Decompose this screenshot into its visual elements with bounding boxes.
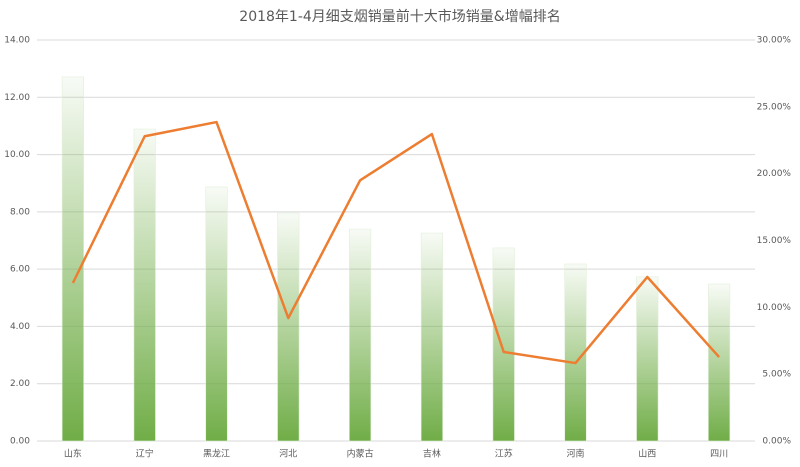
- bar: [564, 263, 587, 442]
- x-tick-label: 江苏: [495, 448, 513, 460]
- y2-tick-label: 30.00%: [757, 36, 792, 46]
- bar: [349, 228, 372, 442]
- x-tick-label: 山东: [64, 448, 82, 460]
- bar: [492, 247, 515, 442]
- y2-tick-label: 20.00%: [757, 169, 792, 179]
- chart-title: 2018年1-4月细支烟销量前十大市场销量&增幅排名: [239, 8, 560, 25]
- bar: [420, 232, 443, 442]
- y2-tick-label: 10.00%: [757, 303, 792, 313]
- y2-tick-label: 15.00%: [757, 236, 792, 246]
- y2-tick-label: 0.00%: [762, 437, 791, 447]
- x-tick-label: 四川: [710, 450, 728, 460]
- bar: [708, 283, 731, 442]
- y-tick-label: 14.00: [4, 36, 30, 46]
- y-tick-label: 0.00: [10, 437, 30, 447]
- x-tick-label: 河北: [279, 448, 297, 460]
- x-tick-label: 辽宁: [136, 448, 154, 460]
- x-tick-label: 内蒙古: [347, 448, 374, 460]
- y2-tick-label: 25.00%: [757, 102, 792, 112]
- bar: [205, 186, 228, 442]
- x-tick-label: 黑龙江: [203, 448, 230, 460]
- y-tick-label: 8.00: [10, 207, 30, 217]
- x-tick-label: 吉林: [423, 448, 441, 460]
- bar: [133, 128, 156, 442]
- x-tick-label: 山西: [638, 449, 656, 460]
- y-tick-label: 6.00: [10, 265, 30, 275]
- bar: [61, 76, 84, 442]
- y-tick-label: 10.00: [4, 150, 30, 160]
- bar: [277, 212, 300, 442]
- bar: [636, 276, 659, 442]
- y2-tick-label: 5.00%: [762, 370, 791, 380]
- y-tick-label: 2.00: [10, 379, 30, 389]
- y-tick-label: 12.00: [4, 93, 30, 103]
- line: [71, 120, 721, 365]
- y-tick-label: 4.00: [10, 322, 30, 332]
- x-tick-label: 河南: [566, 448, 584, 460]
